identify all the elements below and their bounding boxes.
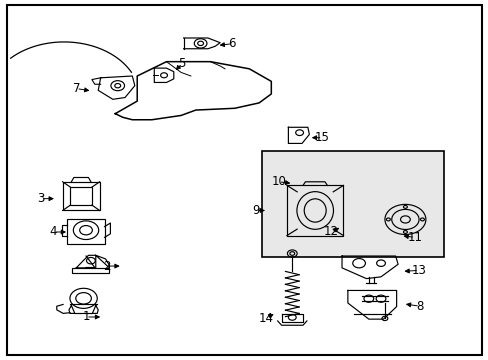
Text: 4: 4 — [49, 225, 57, 238]
Text: 8: 8 — [415, 300, 423, 313]
Text: 13: 13 — [411, 264, 426, 277]
Text: 14: 14 — [259, 311, 273, 325]
Text: 9: 9 — [252, 204, 260, 217]
Bar — [70, 187, 92, 205]
Bar — [72, 268, 109, 273]
Bar — [62, 182, 100, 211]
Text: 11: 11 — [407, 231, 422, 244]
Text: 6: 6 — [228, 37, 236, 50]
Text: 1: 1 — [82, 310, 90, 324]
Bar — [286, 185, 343, 235]
Text: 15: 15 — [314, 131, 329, 144]
Text: 7: 7 — [72, 82, 80, 95]
Text: 3: 3 — [37, 192, 44, 205]
Text: 10: 10 — [271, 175, 285, 188]
Bar — [261, 151, 444, 257]
Text: 2: 2 — [103, 260, 110, 273]
Text: 5: 5 — [178, 57, 185, 70]
Text: 12: 12 — [323, 225, 338, 238]
Bar — [67, 219, 104, 244]
